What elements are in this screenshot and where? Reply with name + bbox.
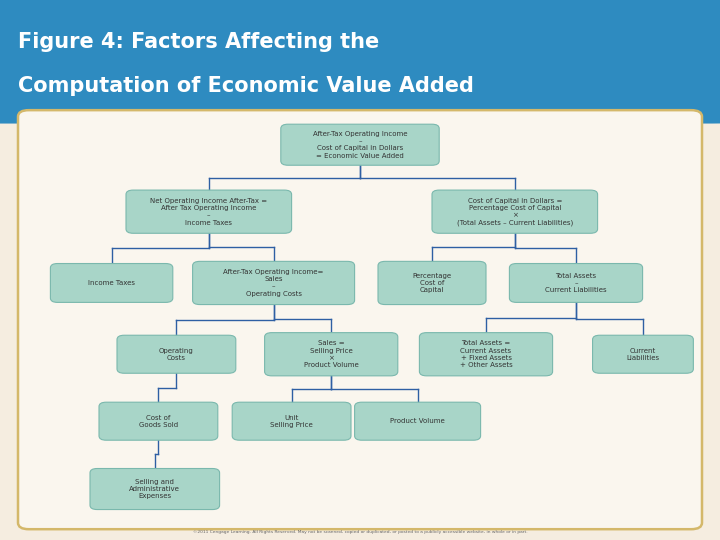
FancyBboxPatch shape	[193, 261, 355, 305]
Text: Current
Liabilities: Current Liabilities	[626, 348, 660, 361]
Text: Computation of Economic Value Added: Computation of Economic Value Added	[18, 76, 474, 96]
Text: ©2011 Cengage Learning. All Rights Reserved. May not be scanned, copied or dupli: ©2011 Cengage Learning. All Rights Reser…	[193, 530, 527, 534]
Text: After-Tax Operating Income
–
Cost of Capital in Dollars
= Economic Value Added: After-Tax Operating Income – Cost of Cap…	[312, 131, 408, 159]
Text: Total Assets =
Current Assets
+ Fixed Assets
+ Other Assets: Total Assets = Current Assets + Fixed As…	[459, 340, 513, 368]
FancyBboxPatch shape	[117, 335, 236, 373]
FancyBboxPatch shape	[0, 0, 619, 119]
FancyBboxPatch shape	[18, 110, 702, 529]
FancyBboxPatch shape	[281, 124, 439, 165]
Text: Product Volume: Product Volume	[390, 418, 445, 424]
FancyBboxPatch shape	[126, 190, 292, 233]
FancyBboxPatch shape	[593, 335, 693, 373]
FancyBboxPatch shape	[99, 402, 217, 440]
FancyBboxPatch shape	[265, 333, 397, 376]
Text: Unit
Selling Price: Unit Selling Price	[270, 415, 313, 428]
FancyBboxPatch shape	[90, 469, 220, 510]
FancyBboxPatch shape	[378, 261, 486, 305]
Text: Operating
Costs: Operating Costs	[159, 348, 194, 361]
FancyBboxPatch shape	[510, 264, 643, 302]
FancyBboxPatch shape	[232, 402, 351, 440]
Text: Net Operating Income After-Tax =
After Tax Operating Income
–
Income Taxes: Net Operating Income After-Tax = After T…	[150, 198, 267, 226]
Text: Income Taxes: Income Taxes	[88, 280, 135, 286]
Text: Figure 4: Factors Affecting the: Figure 4: Factors Affecting the	[18, 31, 379, 52]
Text: After-Tax Operating Income=
Sales
–
Operating Costs: After-Tax Operating Income= Sales – Oper…	[223, 269, 324, 297]
Text: Selling and
Administrative
Expenses: Selling and Administrative Expenses	[130, 479, 180, 500]
FancyBboxPatch shape	[0, 0, 720, 124]
Text: Cost of
Goods Sold: Cost of Goods Sold	[139, 415, 178, 428]
Text: Total Assets
–
Current Liabilities: Total Assets – Current Liabilities	[545, 273, 607, 293]
Text: Percentage
Cost of
Capital: Percentage Cost of Capital	[413, 273, 451, 293]
Text: Sales =
Selling Price
×
Product Volume: Sales = Selling Price × Product Volume	[304, 340, 359, 368]
FancyBboxPatch shape	[419, 333, 553, 376]
Text: Cost of Capital in Dollars =
Percentage Cost of Capital
×
(Total Assets – Curren: Cost of Capital in Dollars = Percentage …	[456, 198, 573, 226]
FancyBboxPatch shape	[50, 264, 173, 302]
FancyBboxPatch shape	[354, 402, 481, 440]
FancyBboxPatch shape	[432, 190, 598, 233]
